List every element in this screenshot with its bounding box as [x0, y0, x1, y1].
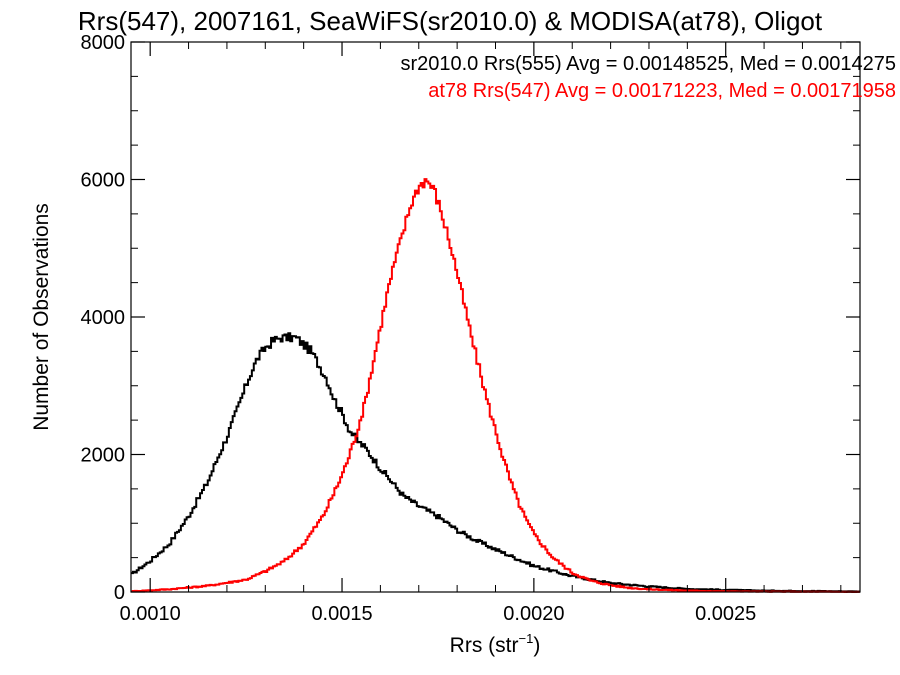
- legend-entry-0: sr2010.0 Rrs(555) Avg = 0.00148525, Med …: [400, 53, 896, 75]
- x-axis-label-suffix: ): [533, 634, 540, 657]
- y-tick-label: 4000: [81, 307, 126, 329]
- y-axis-label: Number of Observations: [30, 203, 53, 431]
- x-tick-label: 0.0015: [311, 603, 372, 625]
- x-tick-label: 0.0025: [695, 603, 756, 625]
- y-tick-label: 6000: [81, 170, 126, 192]
- x-tick-label: 0.0010: [120, 603, 181, 625]
- legend: sr2010.0 Rrs(555) Avg = 0.00148525, Med …: [400, 53, 896, 102]
- x-axis-label-main: Rrs (str: [450, 634, 519, 657]
- legend-entry-1: at78 Rrs(547) Avg = 0.00171223, Med = 0.…: [428, 80, 896, 102]
- series-1-histogram: [131, 178, 860, 593]
- y-tick-label: 2000: [81, 445, 126, 467]
- y-tick-label: 0: [114, 582, 125, 604]
- axes: 0.0010 0.0015 0.0020 0.0025 0 2000 4000 6000 800…: [81, 32, 861, 625]
- plot-area: [131, 178, 860, 593]
- x-tick-label: 0.0020: [503, 603, 564, 625]
- x-axis-label-superscript: −1: [519, 631, 534, 646]
- plot-frame: [130, 41, 861, 593]
- x-axis-label: Rrs (str−1): [450, 631, 541, 657]
- series-0-histogram: [131, 332, 860, 593]
- y-tick-label: 8000: [81, 32, 126, 54]
- chart-title: Rrs(547), 2007161, SeaWiFS(sr2010.0) & M…: [78, 6, 823, 36]
